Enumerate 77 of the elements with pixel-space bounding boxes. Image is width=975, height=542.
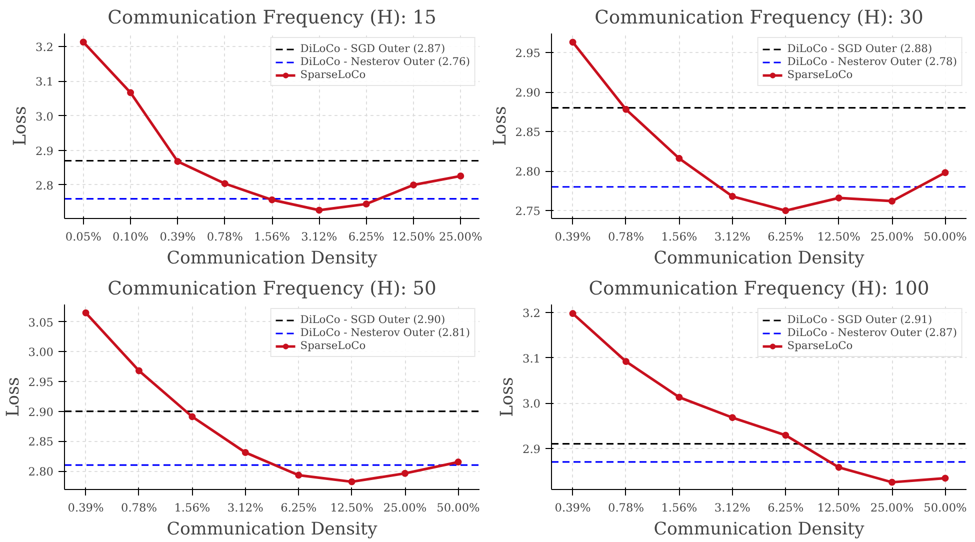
- x-tick-label: 6.25%: [768, 230, 804, 244]
- x-tick-label: 6.25%: [348, 230, 385, 244]
- x-tick-label: 0.39%: [68, 500, 104, 514]
- x-tick-label: 6.25%: [280, 500, 317, 514]
- legend-label: DiLoCo - SGD Outer (2.87): [300, 42, 446, 55]
- y-tick-label: 2.9: [35, 144, 54, 158]
- y-tick-label: 3.05: [28, 315, 54, 330]
- y-tick-label: 2.90: [28, 404, 54, 419]
- y-axis-title: Loss: [497, 377, 518, 417]
- y-tick-label: 2.80: [515, 164, 541, 179]
- x-axis-title: Communication Density: [166, 520, 378, 540]
- y-tick-label: 2.95: [28, 374, 54, 389]
- y-tick-label: 3.00: [28, 345, 54, 360]
- y-tick-label: 2.75: [515, 204, 541, 218]
- x-tick-label: 0.78%: [608, 230, 644, 244]
- y-tick-label: 3.1: [522, 351, 540, 366]
- x-tick-label: 0.05%: [65, 230, 102, 244]
- x-tick-label: 3.12%: [301, 230, 338, 244]
- x-tick-label: 0.39%: [160, 230, 196, 244]
- chart-title: Communication Frequency (H): 100: [588, 278, 930, 300]
- y-tick-label: 3.2: [522, 306, 540, 320]
- x-tick-label: 1.56%: [174, 500, 210, 514]
- y-tick-label: 3.0: [35, 109, 54, 124]
- x-tick-label: 1.56%: [661, 230, 698, 244]
- x-tick-label: 50.00%: [924, 500, 968, 514]
- legend-label: DiLoCo - Nesterov Outer (2.87): [787, 326, 957, 339]
- legend-label: SparseLoCo: [787, 68, 853, 81]
- chart-title: Communication Frequency (H): 15: [108, 8, 436, 28]
- legend-label: DiLoCo - Nesterov Outer (2.76): [300, 55, 470, 68]
- x-axis-title: Communication Density: [654, 248, 864, 268]
- x-tick-label: 3.12%: [714, 500, 751, 514]
- x-tick-label: 0.39%: [554, 230, 592, 244]
- y-tick-label: 2.80: [28, 464, 54, 478]
- x-tick-label: 0.39%: [554, 500, 592, 514]
- y-tick-label: 2.8: [35, 178, 54, 192]
- legend-label: DiLoCo - Nesterov Outer (2.78): [787, 55, 957, 68]
- y-tick-label: 2.85: [515, 125, 541, 140]
- x-tick-label: 1.56%: [661, 500, 698, 514]
- y-tick-label: 2.90: [515, 86, 541, 100]
- legend-label: DiLoCo - SGD Outer (2.90): [300, 313, 446, 326]
- x-tick-label: 25.00%: [439, 230, 482, 244]
- legend-label: DiLoCo - SGD Outer (2.91): [787, 313, 932, 326]
- x-tick-label: 0.78%: [608, 500, 644, 514]
- x-tick-label: 3.12%: [227, 500, 264, 514]
- x-tick-label: 50.00%: [924, 230, 968, 244]
- y-tick-label: 2.95: [515, 46, 541, 60]
- legend-label: DiLoCo - Nesterov Outer (2.81): [300, 326, 470, 339]
- legend-label: SparseLoCo: [300, 339, 366, 352]
- y-axis-title: Loss: [3, 377, 24, 417]
- legend-label: DiLoCo - SGD Outer (2.88): [787, 42, 932, 55]
- chart-title: Communication Frequency (H): 30: [594, 8, 924, 28]
- y-axis-title: Loss: [10, 106, 30, 146]
- x-tick-label: 0.10%: [112, 230, 149, 244]
- y-axis-title: Loss: [490, 106, 510, 146]
- legend-label: SparseLoCo: [300, 68, 366, 81]
- y-tick-label: 3.0: [522, 396, 540, 411]
- x-tick-label: 25.00%: [870, 500, 914, 514]
- chart-title: Communication Frequency (H): 50: [108, 278, 436, 300]
- y-tick-label: 3.1: [35, 74, 54, 89]
- y-tick-label: 2.9: [522, 442, 540, 456]
- x-tick-label: 12.50%: [330, 500, 374, 514]
- x-tick-label: 25.00%: [870, 230, 914, 244]
- legend-label: SparseLoCo: [787, 339, 853, 352]
- x-tick-label: 25.00%: [383, 500, 427, 514]
- y-tick-label: 2.85: [28, 434, 54, 449]
- x-tick-label: 0.78%: [206, 230, 244, 244]
- x-tick-label: 0.78%: [120, 500, 158, 514]
- y-tick-label: 3.2: [35, 40, 54, 54]
- x-tick-label: 6.25%: [768, 500, 804, 514]
- x-axis-title: Communication Density: [654, 520, 864, 540]
- x-tick-label: 1.56%: [254, 230, 290, 244]
- x-tick-label: 50.00%: [436, 500, 480, 514]
- x-tick-label: 12.50%: [817, 230, 861, 244]
- x-axis-title: Communication Density: [166, 248, 378, 268]
- x-tick-label: 3.12%: [714, 230, 751, 244]
- x-tick-label: 12.50%: [817, 500, 861, 514]
- x-tick-label: 12.50%: [392, 230, 436, 244]
